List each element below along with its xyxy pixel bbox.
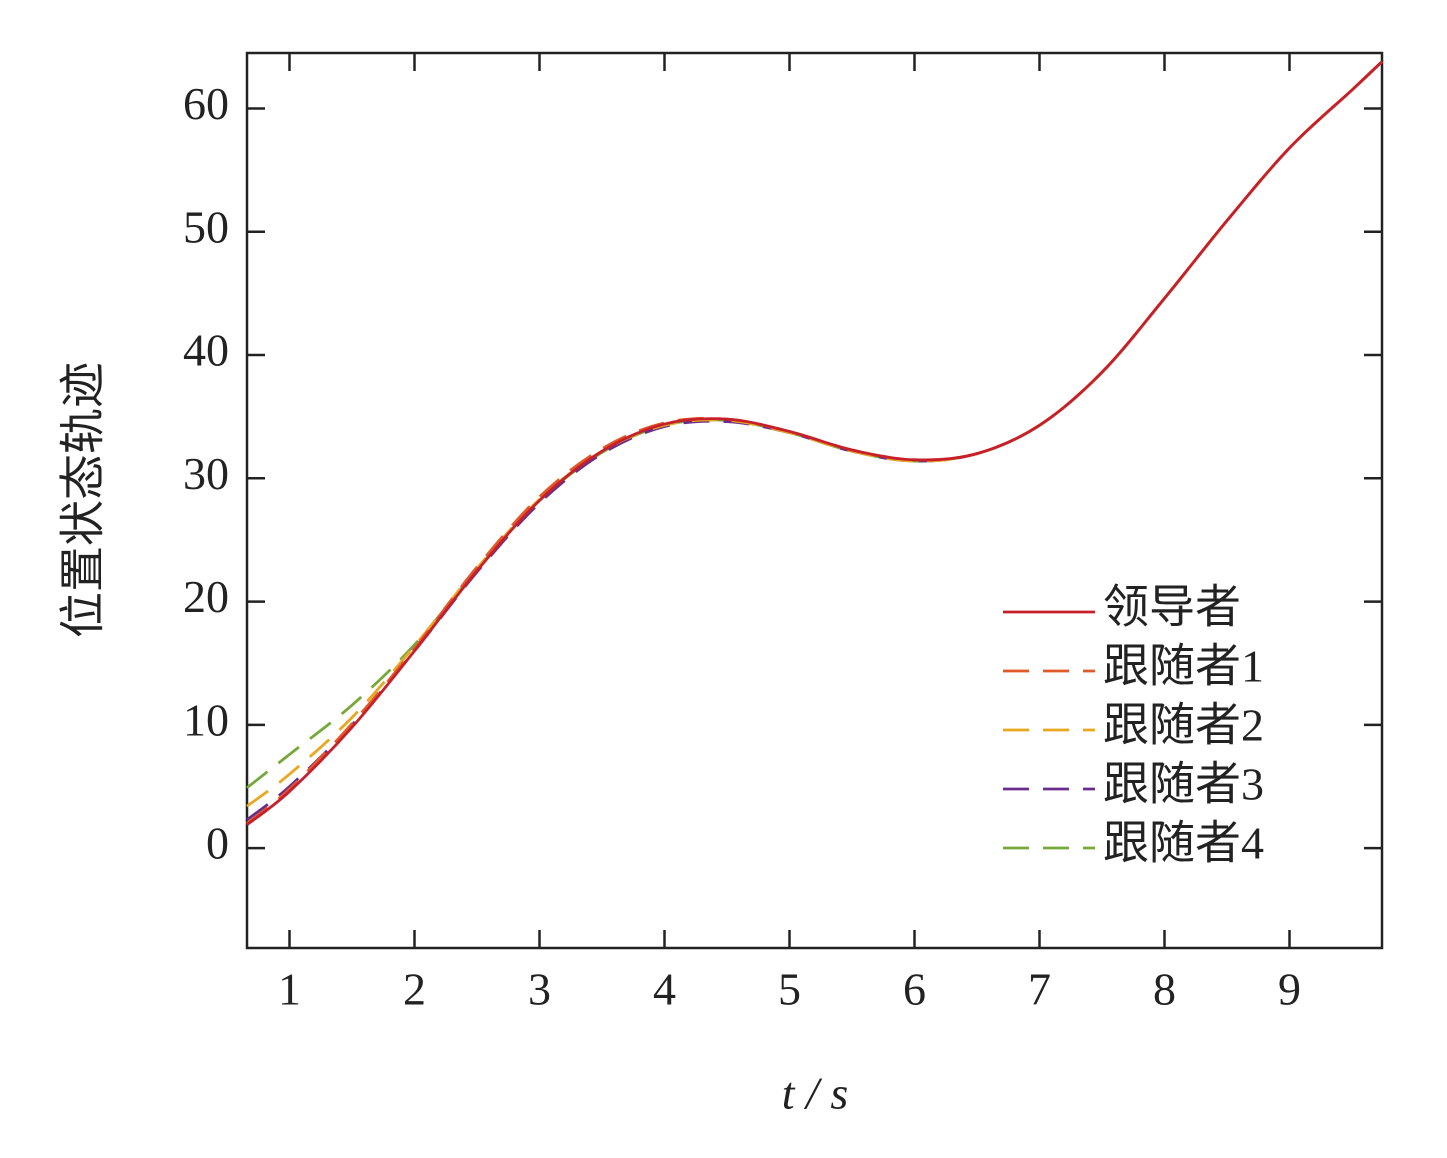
legend-label: 领导者: [1103, 582, 1241, 633]
x-tick-label: 8: [1153, 964, 1176, 1015]
x-tick-label: 4: [653, 964, 676, 1015]
legend-label: 跟随者1: [1103, 641, 1264, 692]
series-line: [246, 60, 1383, 826]
legend-label: 跟随者4: [1103, 818, 1264, 869]
x-axis-label: t / s: [782, 1068, 848, 1119]
y-tick-label: 50: [183, 201, 229, 252]
x-tick-label: 1: [278, 964, 301, 1015]
x-tick-label: 7: [1028, 964, 1051, 1015]
plot-frame: [245, 51, 1384, 950]
series-line: [246, 60, 1383, 808]
y-tick-label: 20: [183, 571, 229, 622]
y-tick-label: 60: [183, 78, 229, 129]
x-tick-label: 6: [903, 964, 926, 1015]
y-tick-label: 10: [183, 694, 229, 745]
x-tick-label: 2: [403, 964, 426, 1015]
x-tick-label: 5: [778, 964, 801, 1015]
y-axis-label: 位置状态轨迹: [58, 362, 109, 638]
y-tick-label: 40: [183, 325, 229, 376]
y-tick-label: 30: [183, 448, 229, 499]
legend-label: 跟随者3: [1103, 759, 1264, 810]
y-tick-label: 0: [206, 818, 229, 869]
x-tick-label: 3: [528, 964, 551, 1015]
legend-label: 跟随者2: [1103, 700, 1264, 751]
x-tick-label: 9: [1278, 964, 1301, 1015]
